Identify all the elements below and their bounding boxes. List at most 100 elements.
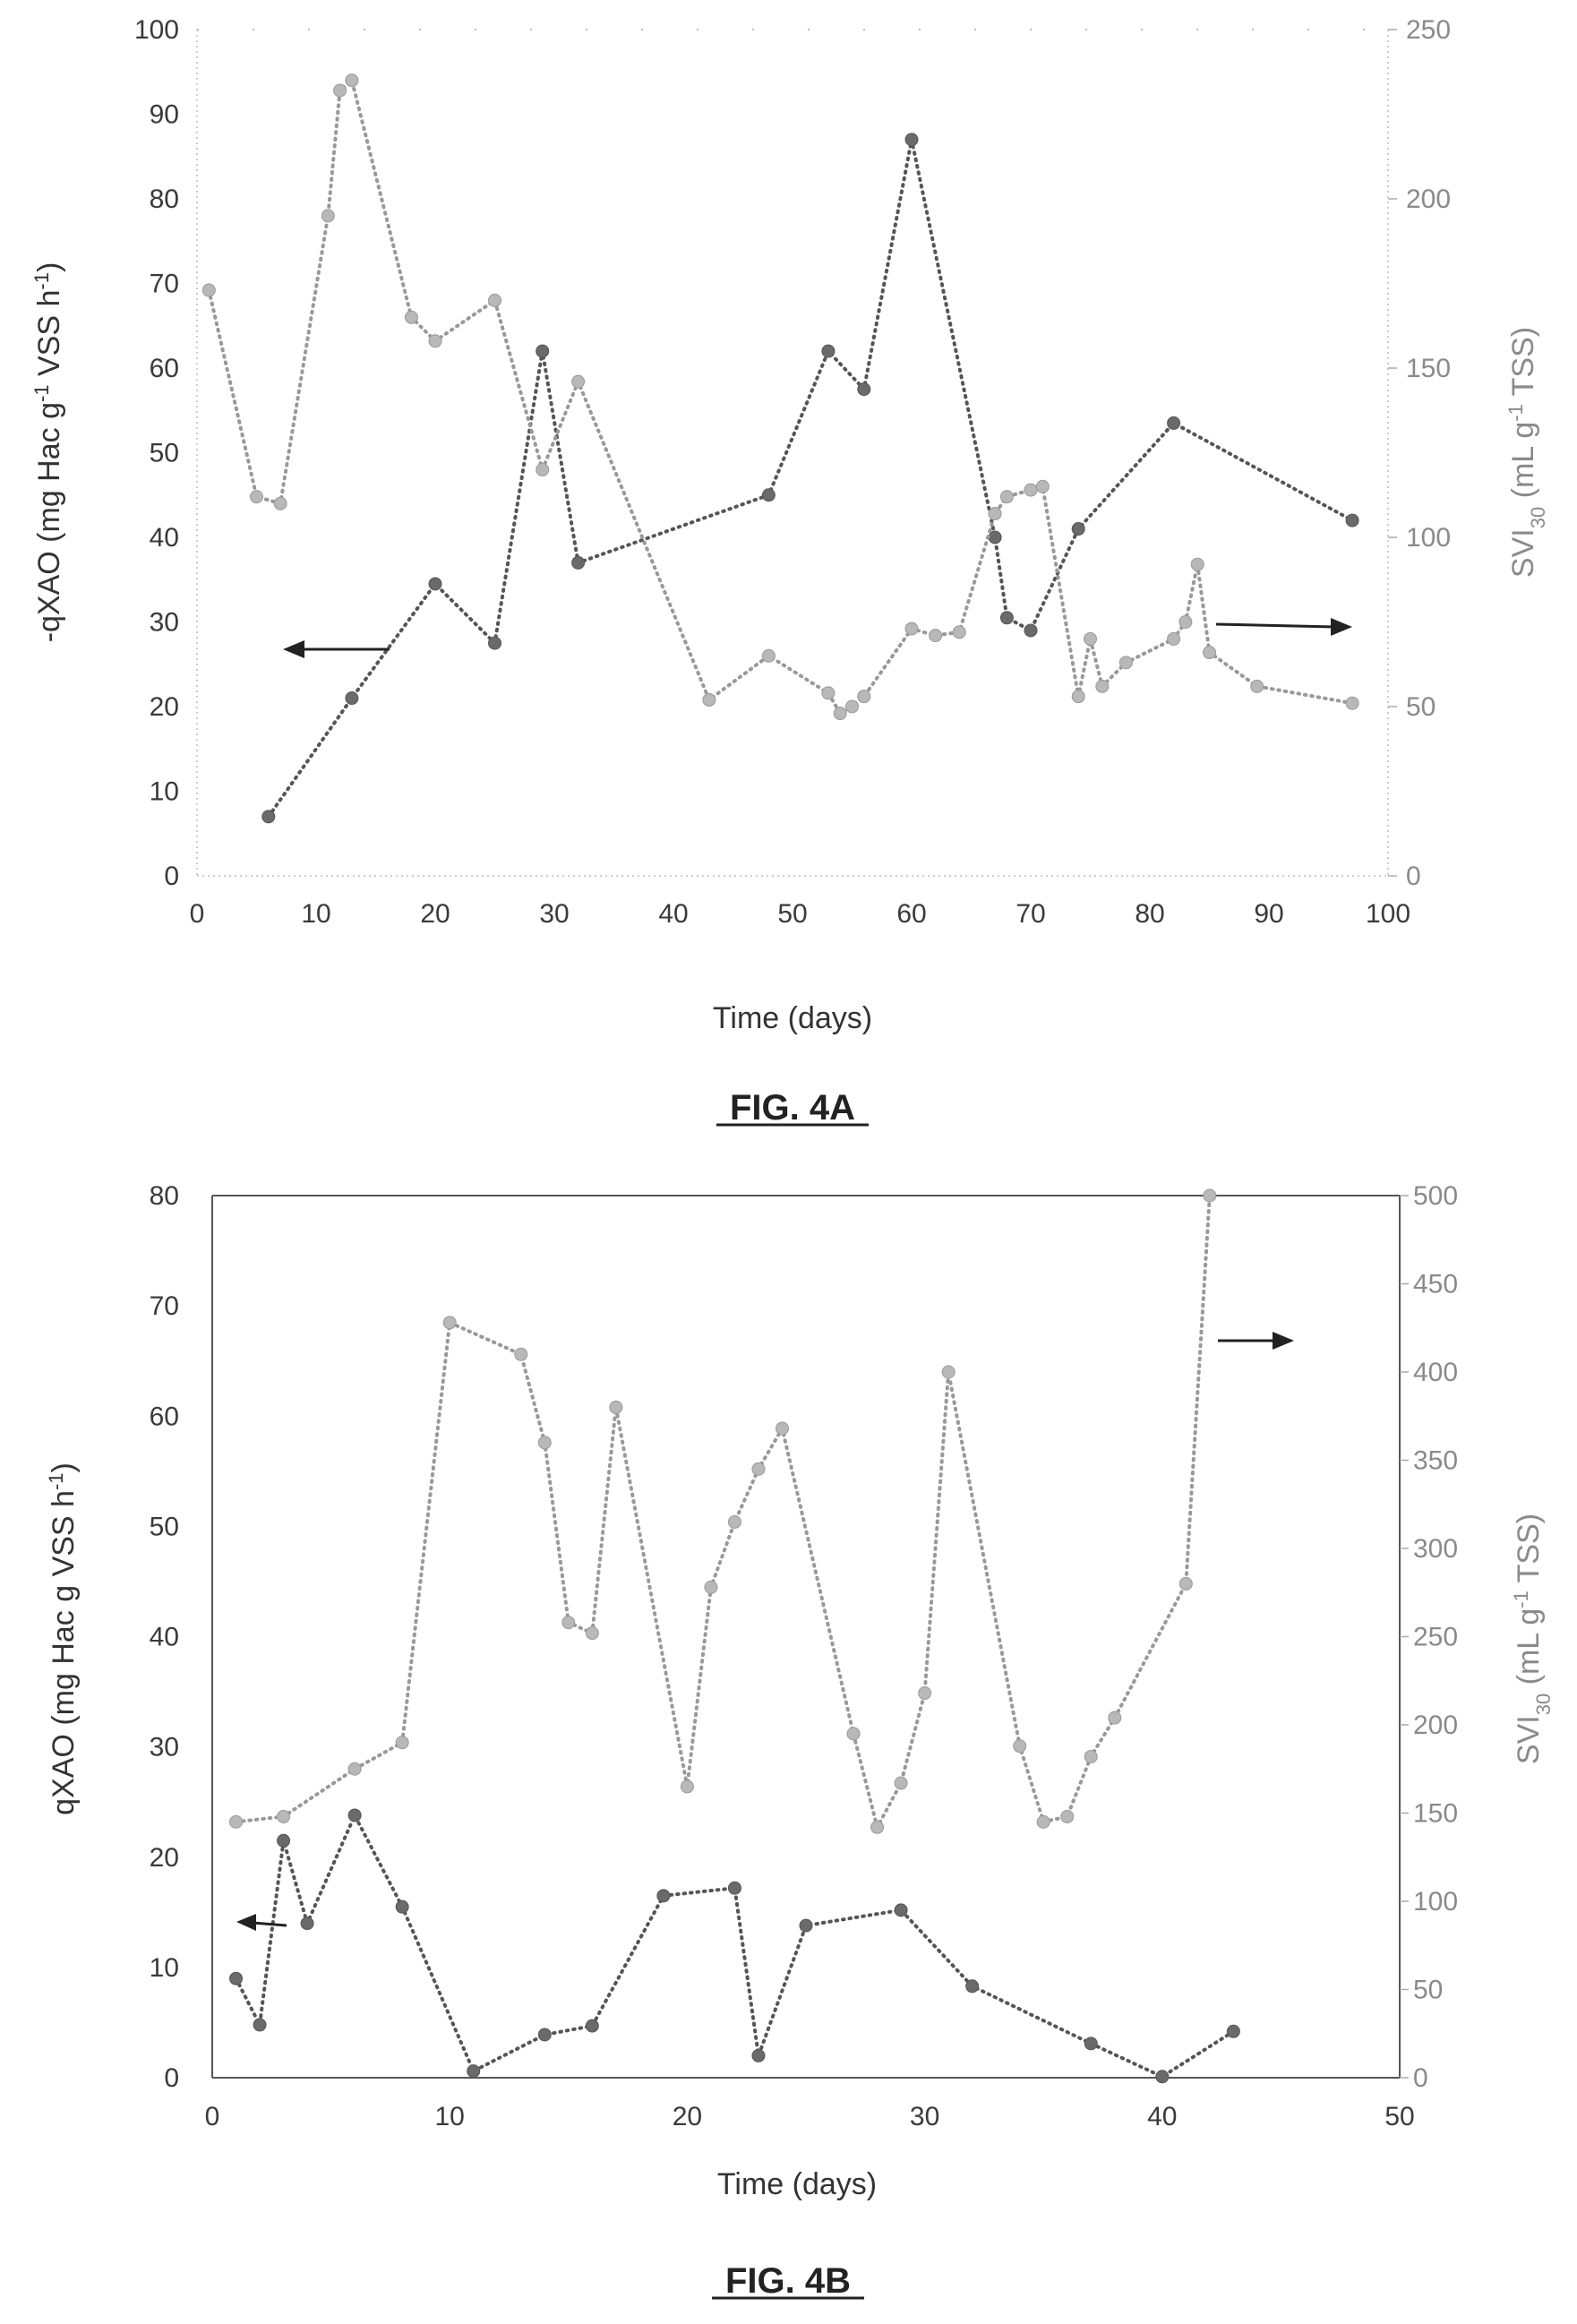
chart-4a-series-0-point-15: [1345, 513, 1359, 527]
chart-4a-series-1-point-16: [857, 690, 871, 704]
chart-4a-series-1-point-20: [988, 507, 1002, 521]
chart-4b-x-tick-2: 20: [673, 2102, 702, 2131]
chart-4a-series-0-point-2: [428, 577, 442, 591]
chart-4a-series-1-point-30: [1190, 557, 1204, 571]
chart-4b-series-1-point-2: [347, 1762, 362, 1776]
chart-4a-series-1-point-21: [999, 490, 1014, 504]
chart-4a-series-1-point-6: [404, 310, 418, 324]
chart-4a-x-tick-10: 100: [1366, 899, 1410, 929]
chart-4b-series-1-point-17: [894, 1776, 908, 1790]
chart-4a-series-1-point-1: [250, 490, 263, 504]
chart-4a-y2-label-pre: SVI: [1506, 528, 1540, 578]
chart-4a-series-1-point-26: [1095, 679, 1110, 693]
chart-4b-y2-tick-0: 0: [1413, 2063, 1428, 2093]
chart-4b-series-1-point-24: [1108, 1711, 1122, 1725]
chart-4a-x-tick-6: 60: [896, 899, 926, 929]
chart-4a-y-tick-3: 30: [150, 608, 179, 638]
chart-4b-series-0-point-10: [727, 1881, 741, 1895]
chart-4a-y-tick-4: 40: [150, 523, 179, 553]
chart-4a-series-1-point-5: [345, 73, 359, 88]
chart-4b-y-tick-8: 80: [150, 1181, 179, 1211]
chart-4a-series-1-point-17: [904, 622, 919, 636]
chart-4b-series-1-point-8: [585, 1626, 599, 1641]
chart-4b-y2-tick-labels: 0 50 100 150 200 250 300 350 400 450 500: [1400, 1181, 1458, 2093]
chart-4b-series-1-point-23: [1084, 1749, 1098, 1763]
chart-4a-series-1-point-13: [821, 686, 836, 700]
chart-4a-right-arrow: [1215, 618, 1352, 636]
chart-4b-series-1-point-12: [727, 1514, 741, 1529]
chart-4b-y-label-sup1: -1: [45, 1472, 67, 1490]
chart-4b-series-0-point-4: [347, 1808, 362, 1822]
chart-4b-series-1-point-20: [1013, 1739, 1027, 1754]
chart-4b-series-1-point-7: [561, 1616, 576, 1630]
chart-4b-right-arrow: [1218, 1332, 1294, 1350]
chart-4a-y2-label-sup: -1: [1504, 404, 1527, 422]
chart-4a-x-tick-8: 80: [1135, 899, 1164, 929]
chart-4a-series-0-point-8: [857, 382, 871, 397]
chart-4a-series-1-point-3: [321, 209, 335, 223]
chart-4b-series-0-point-9: [656, 1889, 671, 1903]
chart-4b-series-1-point-18: [918, 1686, 932, 1701]
chart-4a-x-tick-7: 70: [1016, 899, 1045, 929]
chart-4b-series-1-point-26: [1203, 1188, 1217, 1203]
chart-4b-series-0-point-6: [467, 2064, 481, 2079]
chart-4b-series-0-point-8: [585, 2019, 599, 2033]
chart-4a-series-1-point-9: [536, 462, 550, 476]
chart-4a-y2-tick-labels: 0 50 100 150 200 250: [1388, 15, 1451, 891]
chart-4b-y-label-pre: qXAO (mg Hac g VSS h: [47, 1490, 81, 1815]
chart-4b-y2-axis-label: SVI30 (mL g-1 TSS): [1510, 1514, 1555, 1764]
chart-4b-x-axis-label: Time (days): [717, 2167, 877, 2201]
chart-4b-series-0-point-0: [229, 1971, 244, 1985]
chart-4a-y2-tick-1: 50: [1406, 692, 1436, 722]
chart-4a-y2-tick-4: 200: [1406, 184, 1451, 214]
chart-4a-y-tick-labels: 0 10 20 30 40 50 60 70 80 90 100: [134, 15, 179, 891]
chart-4a-series-0-point-7: [821, 344, 836, 358]
chart-4a-y2-label-sub: 30: [1527, 507, 1549, 528]
chart-4a-y-tick-5: 50: [150, 439, 179, 468]
chart-4a-series-1-point-4: [333, 83, 347, 98]
chart-4a-y-tick-8: 80: [150, 184, 179, 214]
chart-4a-y-tick-9: 90: [150, 100, 179, 130]
chart-4b-y2-tick-6: 300: [1413, 1534, 1458, 1564]
chart-4a-caption: FIG. 4A: [730, 1088, 855, 1128]
chart-4b-series: [229, 1188, 1240, 2084]
chart-4b-caption: FIG. 4B: [725, 2261, 851, 2301]
chart-4a-series-1-point-0: [201, 283, 216, 297]
chart-4b-y-tick-1: 10: [150, 1953, 179, 1983]
chart-4a-y-label-pre: -qXAO (mg Hac g: [32, 402, 66, 642]
chart-4a-y2-tick-5: 250: [1406, 15, 1451, 45]
chart-4a-series-1-point-2: [273, 496, 287, 510]
chart-4a-series: [201, 73, 1359, 824]
chart-4a-x-tick-4: 40: [658, 899, 688, 929]
chart-4b-y2-tick-8: 400: [1413, 1358, 1458, 1387]
chart-4a-x-axis-label: Time (days): [713, 1001, 872, 1035]
chart-4a-y-tick-2: 20: [150, 692, 179, 722]
chart-4b-series-0-point-2: [277, 1833, 291, 1848]
chart-4b-series-1-point-14: [775, 1421, 789, 1436]
chart-4a-series-1-point-18: [929, 629, 943, 643]
chart-4a-y2-tick-3: 150: [1406, 354, 1451, 383]
chart-4a-series-0-point-12: [1024, 623, 1038, 638]
chart-4b-series-0-point-11: [751, 2048, 766, 2062]
chart-4b-y2-tick-9: 450: [1413, 1270, 1458, 1299]
chart-4a-series-0-point-9: [904, 133, 919, 147]
chart-4b-series-1-point-22: [1060, 1809, 1075, 1823]
chart-4a-series-1-point-12: [761, 648, 776, 663]
chart-4b-y-tick-0: 0: [164, 2063, 179, 2093]
chart-4b-x-tick-4: 40: [1147, 2102, 1177, 2131]
chart-4a-series-1-point-32: [1250, 679, 1264, 693]
chart-4b-series-0-point-17: [1226, 2024, 1240, 2038]
chart-4b-y-tick-5: 50: [150, 1512, 179, 1541]
chart-4b-series-0-line: [234, 1811, 1236, 2080]
chart-4b-series-0-point-14: [965, 1979, 980, 1994]
chart-4b-y-label-post: ): [47, 1462, 81, 1472]
chart-4a-series-0-point-3: [488, 636, 501, 650]
chart-4a-x-tick-2: 20: [420, 899, 450, 929]
chart-4b-y2-label-sub: 30: [1532, 1694, 1555, 1715]
chart-4a-series-0-point-5: [571, 555, 586, 570]
chart-4b-y2-label-sup: -1: [1510, 1591, 1532, 1608]
chart-4a-y-tick-1: 10: [150, 777, 179, 807]
chart-4a-x-tick-3: 30: [539, 899, 569, 929]
chart-4a-series-0-point-1: [345, 691, 359, 706]
chart-4a-series-1-point-22: [1024, 483, 1038, 497]
